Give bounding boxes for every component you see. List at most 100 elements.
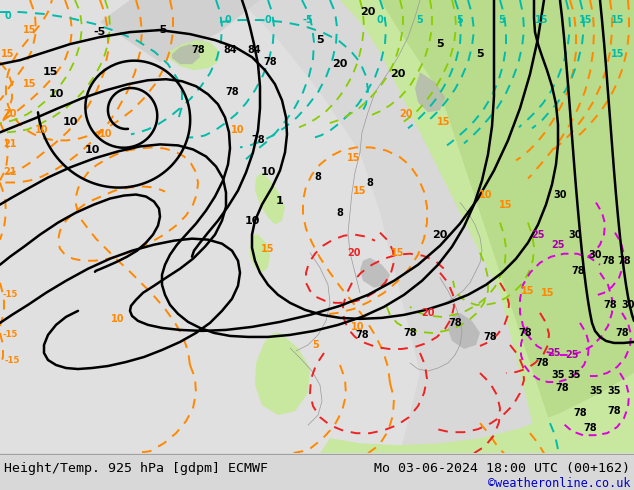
Text: 5: 5 [498, 15, 505, 25]
Text: 15: 15 [23, 79, 37, 89]
Polygon shape [415, 72, 445, 112]
Text: 5: 5 [316, 35, 324, 45]
Text: 84: 84 [223, 45, 237, 55]
Text: 5: 5 [417, 15, 424, 25]
Text: 78: 78 [617, 256, 631, 266]
Text: 15: 15 [347, 153, 361, 164]
Text: 5: 5 [476, 49, 484, 59]
Text: 10: 10 [479, 190, 493, 199]
Text: 21: 21 [3, 168, 16, 177]
Text: 10: 10 [351, 322, 365, 332]
Text: 25: 25 [531, 230, 545, 240]
Text: Mo 03-06-2024 18:00 UTC (00+162): Mo 03-06-2024 18:00 UTC (00+162) [374, 462, 630, 475]
Text: 1: 1 [276, 196, 284, 205]
Polygon shape [320, 373, 634, 453]
Text: 78: 78 [191, 45, 205, 55]
Text: -5: -5 [94, 27, 106, 37]
Text: 78: 78 [483, 332, 497, 342]
Text: 25: 25 [566, 350, 579, 360]
Text: 78: 78 [448, 318, 462, 328]
Text: 15: 15 [521, 286, 534, 296]
Text: 0: 0 [377, 15, 384, 25]
Text: 15: 15 [42, 67, 58, 77]
Text: 10: 10 [100, 129, 113, 139]
Polygon shape [100, 0, 260, 62]
Text: 25: 25 [551, 240, 565, 250]
Polygon shape [255, 333, 310, 415]
Text: 15: 15 [391, 248, 404, 258]
Text: 78: 78 [355, 330, 369, 340]
Text: 5: 5 [436, 39, 444, 49]
Text: 30: 30 [553, 190, 567, 199]
Text: 15: 15 [611, 15, 624, 25]
Text: 15: 15 [611, 49, 624, 59]
Text: 21: 21 [3, 139, 16, 149]
Text: 78: 78 [601, 256, 615, 266]
Text: 78: 78 [518, 328, 532, 338]
Text: 15: 15 [353, 186, 366, 196]
Text: 78: 78 [225, 87, 239, 97]
Text: 30: 30 [588, 250, 602, 260]
Text: -5: -5 [156, 25, 168, 35]
Text: 15: 15 [541, 288, 555, 298]
Text: -5: -5 [302, 15, 313, 25]
Text: 20: 20 [3, 109, 16, 120]
Text: 78: 78 [535, 358, 549, 368]
Polygon shape [168, 40, 220, 70]
Text: 8: 8 [337, 208, 344, 218]
Text: 78: 78 [583, 423, 597, 433]
Text: 78: 78 [573, 408, 587, 418]
Text: 15: 15 [499, 199, 513, 210]
Text: 35: 35 [607, 386, 621, 396]
Text: 78: 78 [555, 383, 569, 393]
Text: 30: 30 [621, 300, 634, 310]
Text: 78: 78 [571, 266, 585, 276]
Text: -15: -15 [4, 357, 20, 366]
Text: 10: 10 [111, 314, 125, 324]
Text: 20: 20 [332, 59, 347, 69]
Text: 20: 20 [360, 7, 376, 17]
Polygon shape [340, 0, 634, 453]
Text: 35: 35 [589, 386, 603, 396]
Text: -15: -15 [3, 330, 18, 340]
Text: 0: 0 [4, 11, 11, 21]
Text: 10: 10 [62, 117, 78, 127]
Text: 78: 78 [263, 57, 277, 67]
Text: 15: 15 [579, 15, 593, 25]
Text: 10: 10 [84, 146, 100, 155]
Text: 20: 20 [347, 248, 361, 258]
Text: 10: 10 [244, 216, 260, 225]
Text: 0: 0 [224, 15, 231, 25]
Text: 15: 15 [23, 25, 37, 35]
Text: ©weatheronline.co.uk: ©weatheronline.co.uk [488, 477, 630, 490]
Polygon shape [0, 0, 420, 453]
Polygon shape [250, 235, 270, 273]
Text: 78: 78 [607, 406, 621, 416]
Text: 25: 25 [547, 348, 560, 358]
Text: 84: 84 [247, 45, 261, 55]
Text: 35: 35 [567, 370, 581, 380]
Text: 20: 20 [432, 230, 448, 240]
Text: 10: 10 [36, 125, 49, 135]
Text: 10: 10 [231, 125, 245, 135]
Text: 15: 15 [261, 244, 275, 254]
Text: 10: 10 [261, 168, 276, 177]
Text: 10: 10 [48, 89, 63, 99]
Polygon shape [448, 313, 480, 349]
Text: 8: 8 [366, 177, 373, 188]
Text: 15: 15 [1, 49, 15, 59]
Text: 78: 78 [603, 300, 617, 310]
Text: 78: 78 [403, 328, 417, 338]
Text: 30: 30 [568, 230, 582, 240]
Polygon shape [360, 258, 390, 288]
Text: 20: 20 [391, 69, 406, 79]
Text: 15: 15 [437, 117, 451, 127]
Text: 5: 5 [313, 340, 320, 350]
Text: 8: 8 [314, 172, 321, 182]
Text: Height/Temp. 925 hPa [gdpm] ECMWF: Height/Temp. 925 hPa [gdpm] ECMWF [4, 462, 268, 475]
Polygon shape [172, 44, 200, 64]
Text: 5: 5 [456, 15, 463, 25]
Text: 78: 78 [251, 135, 265, 146]
Polygon shape [380, 0, 634, 453]
Text: -15: -15 [3, 290, 18, 299]
